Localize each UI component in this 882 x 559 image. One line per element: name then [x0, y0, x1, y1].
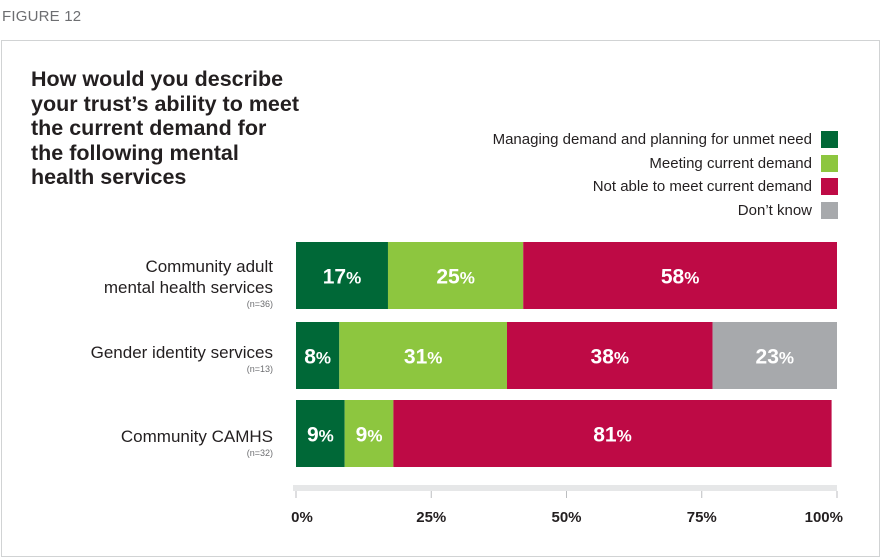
chart-title-line: How would you describe: [31, 67, 284, 91]
bar-segment: [393, 400, 832, 467]
chart-title-line: health services: [31, 165, 187, 189]
legend-label: Managing demand and planning for unmet n…: [492, 131, 812, 149]
bar-segment: [523, 242, 837, 309]
x-tick-label: 0%: [291, 509, 313, 526]
data-label: 8%: [304, 346, 331, 369]
x-tick-label: 75%: [687, 509, 717, 526]
category-label-gender-identity: Gender identity services (n=13): [91, 342, 273, 374]
x-tick-label: 100%: [805, 509, 843, 526]
bar-segment: [506, 322, 713, 389]
bar-segment: [296, 242, 388, 309]
category-sample-size: (n=36): [246, 299, 273, 309]
data-label: 17%: [323, 266, 361, 289]
legend-swatch: [821, 154, 838, 172]
category-label-community-camhs: Community CAMHS (n=32): [121, 426, 273, 458]
data-label: 23%: [756, 346, 794, 369]
legend-swatch: [821, 131, 838, 149]
category-name: mental health services: [103, 278, 273, 297]
data-label: 25%: [436, 266, 474, 289]
legend-label: Don’t know: [737, 201, 812, 219]
x-tick-label: 50%: [551, 509, 581, 526]
data-label: 9%: [356, 424, 383, 447]
bar-segment: [387, 242, 524, 309]
category-name: Community adult: [145, 257, 273, 276]
legend-item: Meeting current demand: [493, 152, 838, 176]
category-name: Community CAMHS: [120, 427, 273, 446]
x-axis-line: [293, 485, 837, 491]
figure-label: FIGURE 12: [2, 8, 82, 25]
legend-swatch: [821, 201, 838, 219]
bar-segment: [339, 322, 507, 389]
bar-segment: [712, 322, 837, 389]
data-label: 9%: [307, 424, 334, 447]
category-name: Gender identity services: [90, 343, 273, 362]
legend-label: Meeting current demand: [649, 154, 812, 172]
legend-item: Managing demand and planning for unmet n…: [493, 128, 838, 152]
category-label-community-adult: Community adult mental health services (…: [104, 256, 273, 309]
bar-segment: [296, 322, 340, 389]
chart-title-line: the current demand for: [31, 116, 267, 140]
chart-title-line: your trust’s ability to meet: [31, 91, 300, 116]
legend-item: Don’t know: [493, 199, 838, 223]
bar-segment: [296, 400, 345, 467]
legend-label: Not able to meet current demand: [592, 178, 812, 196]
data-label: 31%: [404, 346, 442, 369]
legend-item: Not able to meet current demand: [493, 175, 838, 199]
category-sample-size: (n=32): [246, 448, 273, 458]
x-tick-label: 25%: [416, 509, 446, 526]
legend-swatch: [821, 178, 838, 196]
figure-frame: [1, 40, 880, 557]
data-label: 81%: [593, 424, 631, 447]
bar-segment: [344, 400, 394, 467]
chart-title: How would you describe your trust’s abil…: [31, 67, 331, 190]
chart-legend: Managing demand and planning for unmet n…: [493, 128, 838, 222]
category-sample-size: (n=13): [246, 364, 273, 374]
chart-title-line: the following mental: [31, 140, 239, 165]
data-label: 38%: [591, 346, 629, 369]
data-label: 58%: [661, 266, 699, 289]
